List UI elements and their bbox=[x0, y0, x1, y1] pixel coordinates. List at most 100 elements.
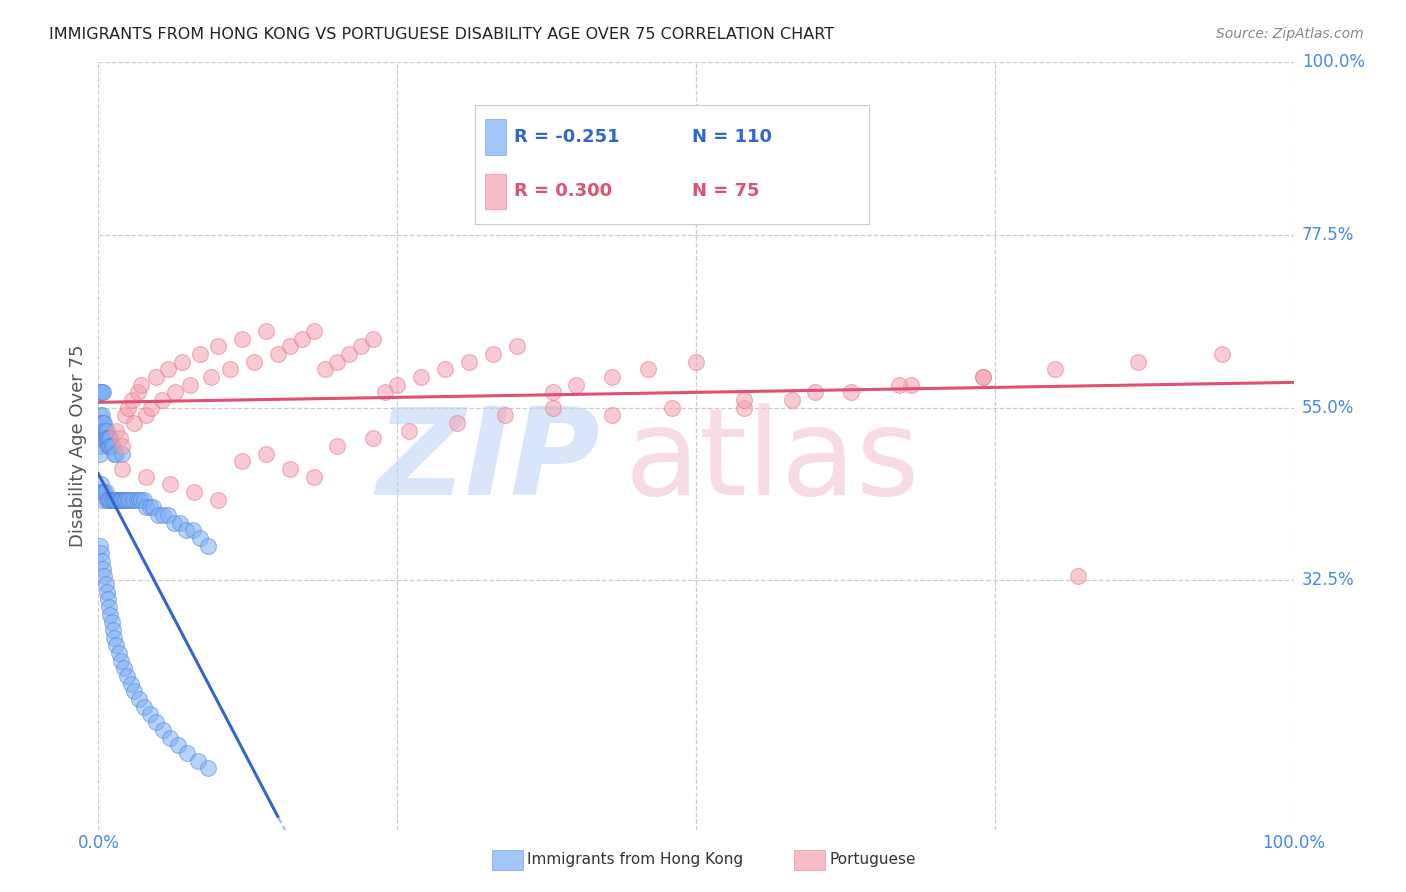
Text: 100.0%: 100.0% bbox=[1302, 54, 1365, 71]
Point bbox=[89, 385, 111, 400]
Point bbox=[94, 485, 117, 500]
Point bbox=[98, 492, 122, 507]
Point bbox=[96, 424, 118, 438]
Point bbox=[91, 485, 114, 500]
Point bbox=[105, 492, 128, 507]
Point bbox=[780, 392, 803, 407]
Point bbox=[900, 377, 922, 392]
Point bbox=[139, 500, 162, 515]
Point bbox=[89, 447, 111, 461]
Point bbox=[506, 339, 529, 353]
Point bbox=[91, 385, 114, 400]
Text: Immigrants from Hong Kong: Immigrants from Hong Kong bbox=[527, 853, 744, 867]
Point bbox=[108, 431, 131, 445]
Point bbox=[685, 354, 707, 368]
Point bbox=[101, 439, 124, 453]
Point bbox=[131, 377, 153, 392]
Point bbox=[243, 354, 266, 368]
Point bbox=[89, 424, 111, 438]
Point bbox=[124, 416, 146, 430]
Point bbox=[98, 431, 122, 445]
Point bbox=[91, 562, 114, 576]
Point bbox=[121, 392, 143, 407]
Point bbox=[112, 661, 135, 675]
Point bbox=[889, 377, 911, 392]
Point bbox=[93, 416, 115, 430]
Point bbox=[104, 492, 127, 507]
Point bbox=[90, 485, 112, 500]
Point bbox=[841, 385, 863, 400]
Point bbox=[107, 492, 129, 507]
Point bbox=[972, 370, 994, 384]
Point bbox=[101, 492, 124, 507]
Point bbox=[302, 324, 325, 338]
Text: Portuguese: Portuguese bbox=[830, 853, 917, 867]
Point bbox=[139, 401, 162, 415]
Point bbox=[188, 531, 211, 545]
Point bbox=[363, 332, 385, 346]
Point bbox=[385, 377, 409, 392]
Point bbox=[101, 623, 124, 637]
Text: 55.0%: 55.0% bbox=[1302, 399, 1354, 417]
Point bbox=[111, 492, 134, 507]
Point bbox=[103, 447, 125, 461]
Point bbox=[733, 392, 755, 407]
Point bbox=[167, 738, 190, 752]
Point bbox=[105, 424, 128, 438]
Point bbox=[315, 362, 337, 376]
Point bbox=[278, 339, 301, 353]
Point bbox=[111, 439, 134, 453]
Point bbox=[120, 677, 142, 691]
Point bbox=[602, 409, 624, 423]
Point bbox=[89, 409, 111, 423]
Point bbox=[398, 424, 420, 438]
Point bbox=[89, 539, 111, 553]
Point bbox=[89, 439, 111, 453]
Point bbox=[434, 362, 457, 376]
Point bbox=[152, 508, 174, 522]
Point bbox=[107, 492, 129, 507]
Point bbox=[135, 409, 157, 423]
Point bbox=[339, 347, 361, 361]
Point bbox=[98, 439, 121, 453]
Point bbox=[302, 469, 325, 483]
Point bbox=[163, 516, 186, 530]
Point bbox=[231, 454, 253, 468]
Point bbox=[174, 524, 197, 538]
Point bbox=[98, 607, 122, 622]
Point bbox=[108, 492, 131, 507]
Point bbox=[111, 447, 134, 461]
Point bbox=[91, 492, 114, 507]
Point bbox=[163, 385, 186, 400]
Point bbox=[142, 500, 165, 515]
Point bbox=[363, 431, 385, 445]
Point bbox=[132, 492, 155, 507]
Point bbox=[117, 401, 139, 415]
Point bbox=[91, 416, 114, 430]
Point bbox=[93, 424, 115, 438]
Point bbox=[105, 639, 128, 653]
Point bbox=[458, 354, 481, 368]
Point bbox=[96, 584, 118, 599]
Point bbox=[179, 377, 201, 392]
Point bbox=[89, 416, 111, 430]
Point bbox=[148, 508, 170, 522]
Point bbox=[97, 592, 120, 607]
Point bbox=[176, 746, 198, 760]
Text: Source: ZipAtlas.com: Source: ZipAtlas.com bbox=[1216, 27, 1364, 41]
Point bbox=[541, 401, 564, 415]
Point bbox=[90, 477, 112, 491]
Point bbox=[972, 370, 994, 384]
Text: ZIP: ZIP bbox=[377, 403, 600, 520]
Point bbox=[181, 524, 204, 538]
Point bbox=[96, 431, 118, 445]
Point bbox=[96, 492, 118, 507]
Point bbox=[97, 431, 120, 445]
Point bbox=[150, 392, 173, 407]
Point bbox=[90, 416, 112, 430]
Point bbox=[131, 492, 153, 507]
Point bbox=[98, 492, 121, 507]
Point bbox=[159, 731, 181, 745]
Point bbox=[115, 669, 138, 683]
Point bbox=[91, 485, 114, 500]
